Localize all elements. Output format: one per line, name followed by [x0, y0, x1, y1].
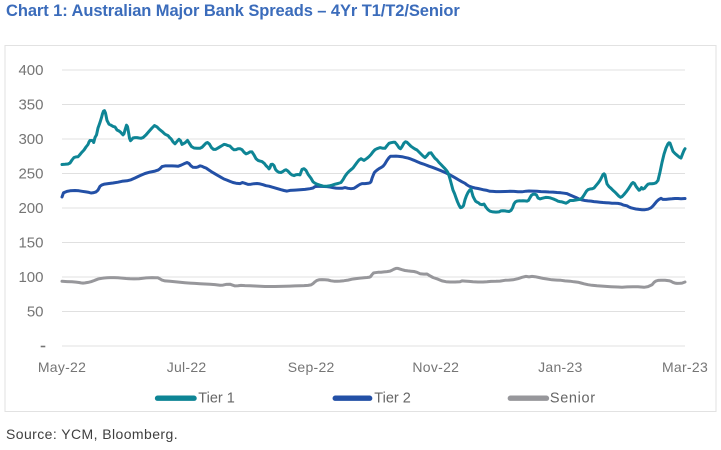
svg-text:400: 400 [18, 62, 43, 79]
svg-text:250: 250 [18, 166, 43, 183]
svg-text:Senior: Senior [550, 391, 596, 407]
svg-text:Nov-22: Nov-22 [412, 359, 459, 375]
svg-text:Jan-23: Jan-23 [538, 359, 583, 375]
svg-text:100: 100 [18, 269, 43, 286]
svg-text:Mar-23: Mar-23 [662, 359, 708, 375]
svg-text:200: 200 [18, 200, 43, 217]
svg-text:150: 150 [18, 235, 43, 252]
svg-text:350: 350 [18, 97, 43, 114]
svg-text:Tier 2: Tier 2 [374, 391, 411, 407]
svg-text:Sep-22: Sep-22 [288, 359, 335, 375]
svg-text:300: 300 [18, 131, 43, 148]
svg-text:50: 50 [27, 304, 44, 321]
svg-text:May-22: May-22 [38, 359, 86, 375]
svg-text:Jul-22: Jul-22 [167, 359, 207, 375]
svg-text:Tier 1: Tier 1 [198, 391, 235, 407]
